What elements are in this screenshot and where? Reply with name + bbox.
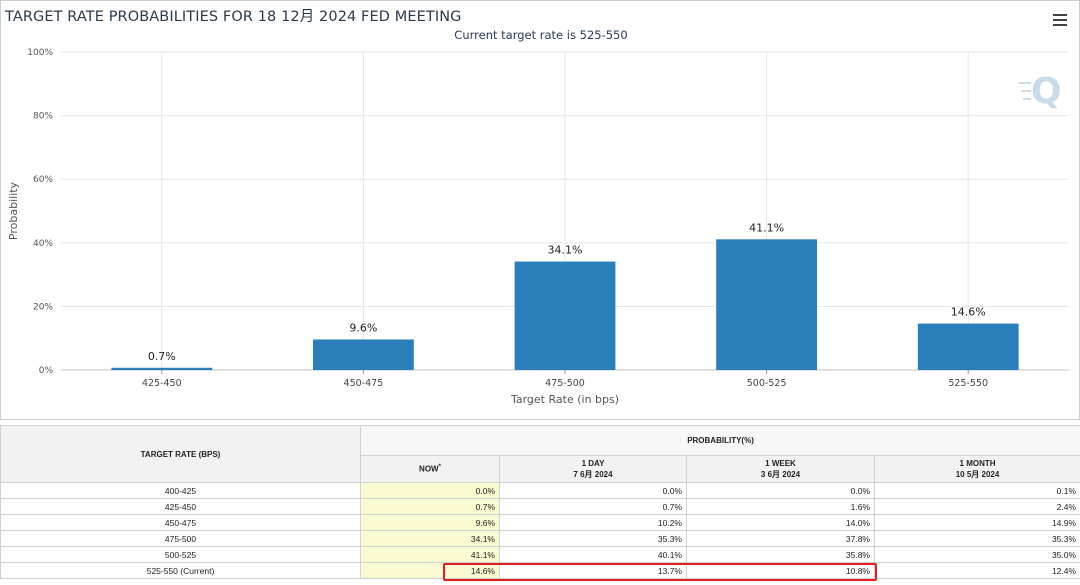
week-cell: 1.6% <box>686 498 875 515</box>
x-tick-label: 500-525 <box>747 378 787 389</box>
rate-cell: 525-550 (Current) <box>0 562 361 579</box>
header-target-rate: TARGET RATE (BPS) <box>0 425 361 483</box>
x-tick-label: 450-475 <box>344 378 384 389</box>
data-label: 34.1% <box>548 244 583 257</box>
bar <box>514 261 616 370</box>
bar <box>917 323 1019 370</box>
day-cell: 0.0% <box>499 482 687 499</box>
y-tick-label: 40% <box>33 239 53 249</box>
now-cell: 14.6% <box>360 562 500 579</box>
probability-table: TARGET RATE (BPS) PROBABILITY(%) NOW* 1 … <box>0 425 1080 579</box>
data-label: 9.6% <box>349 321 377 334</box>
chart-title: TARGET RATE PROBABILITIES FOR 18 12月 202… <box>5 9 462 25</box>
month-cell: 35.0% <box>873 546 1080 563</box>
bar <box>111 367 213 370</box>
header-1-day: 1 DAY 7 6月 2024 <box>499 454 687 484</box>
table-row: 475-500 34.1% 35.3% 37.8% 35.3% <box>0 530 1080 547</box>
y-tick-label: 80% <box>33 112 53 122</box>
hamburger-menu-icon[interactable] <box>1053 14 1067 26</box>
table-row: 400-425 0.0% 0.0% 0.0% 0.1% <box>0 482 1080 499</box>
now-cell: 0.0% <box>360 482 500 499</box>
week-cell: 37.8% <box>686 530 875 547</box>
x-tick-label: 475-500 <box>545 378 585 389</box>
svg-text:Q: Q <box>1031 71 1062 112</box>
day-cell: 0.7% <box>499 498 687 515</box>
bar <box>313 339 414 370</box>
week-cell: 35.8% <box>686 546 875 563</box>
table-row: 425-450 0.7% 0.7% 1.6% 2.4% <box>0 498 1080 515</box>
y-tick-label: 60% <box>33 175 53 185</box>
y-tick-label: 0% <box>39 366 54 376</box>
y-tick-label: 20% <box>33 302 53 312</box>
x-axis-label: Target Rate (in bps) <box>510 393 619 406</box>
data-label: 41.1% <box>749 221 784 234</box>
week-cell: 10.8% <box>686 562 875 579</box>
rate-cell: 475-500 <box>0 530 361 547</box>
chart-subtitle: Current target rate is 525-550 <box>454 28 628 42</box>
x-tick-label: 525-550 <box>948 378 988 389</box>
data-label: 0.7% <box>148 350 176 363</box>
month-cell: 14.9% <box>873 514 1080 531</box>
rate-cell: 500-525 <box>0 546 361 563</box>
rate-cell: 425-450 <box>0 498 361 515</box>
table-row: 525-550 (Current) 14.6% 13.7% 10.8% 12.4… <box>0 562 1080 579</box>
header-probability: PROBABILITY(%) <box>359 425 1080 456</box>
week-cell: 14.0% <box>686 514 875 531</box>
month-cell: 2.4% <box>873 498 1080 515</box>
bar <box>716 239 817 370</box>
month-cell: 0.1% <box>873 482 1080 499</box>
chart-panel: 0% 20% 40% 60% 80% 100% 0.7% 425-450 9.6% 450-475… <box>0 0 1080 420</box>
day-cell: 40.1% <box>499 546 687 563</box>
header-1-month: 1 MONTH 10 5月 2024 <box>873 454 1080 484</box>
y-axis-label: Probability <box>7 181 20 240</box>
month-cell: 12.4% <box>873 562 1080 579</box>
rate-cell: 450-475 <box>0 514 361 531</box>
bar-chart: 0% 20% 40% 60% 80% 100% 0.7% 425-450 9.6% 450-475… <box>7 48 1069 406</box>
now-cell: 9.6% <box>360 514 500 531</box>
now-cell: 41.1% <box>360 546 500 563</box>
q-logo-icon: Q <box>1019 71 1062 112</box>
header-now: NOW* <box>360 454 500 484</box>
x-tick-label: 425-450 <box>142 378 182 389</box>
rate-cell: 400-425 <box>0 482 361 499</box>
day-cell: 35.3% <box>499 530 687 547</box>
now-cell: 34.1% <box>360 530 500 547</box>
y-tick-label: 100% <box>27 48 53 58</box>
data-label: 14.6% <box>951 306 986 319</box>
table-row: 500-525 41.1% 40.1% 35.8% 35.0% <box>0 546 1080 563</box>
table-row: 450-475 9.6% 10.2% 14.0% 14.9% <box>0 514 1080 531</box>
week-cell: 0.0% <box>686 482 875 499</box>
day-cell: 13.7% <box>499 562 687 579</box>
header-1-week: 1 WEEK 3 6月 2024 <box>686 454 875 484</box>
now-cell: 0.7% <box>360 498 500 515</box>
day-cell: 10.2% <box>499 514 687 531</box>
month-cell: 35.3% <box>873 530 1080 547</box>
